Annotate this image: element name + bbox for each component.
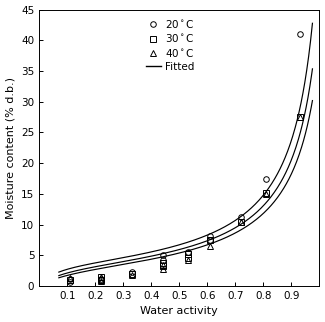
40$^\circ$C xyxy=(298,115,302,119)
40$^\circ$C xyxy=(99,279,103,283)
20$^\circ$C xyxy=(298,32,302,36)
30$^\circ$C xyxy=(239,220,243,223)
30$^\circ$C xyxy=(161,264,164,268)
20$^\circ$C xyxy=(239,215,243,219)
20$^\circ$C xyxy=(161,258,164,262)
Line: 30$^\circ$C: 30$^\circ$C xyxy=(67,114,303,283)
20$^\circ$C xyxy=(208,234,212,238)
20$^\circ$C xyxy=(99,277,103,280)
20$^\circ$C xyxy=(186,250,190,254)
30$^\circ$C xyxy=(68,279,72,282)
20$^\circ$C xyxy=(99,278,103,282)
40$^\circ$C xyxy=(239,220,243,223)
20$^\circ$C xyxy=(68,280,72,284)
30$^\circ$C xyxy=(186,256,190,260)
30$^\circ$C xyxy=(264,191,268,194)
40$^\circ$C xyxy=(186,258,190,262)
40$^\circ$C xyxy=(264,192,268,196)
20$^\circ$C xyxy=(161,253,164,257)
40$^\circ$C xyxy=(68,276,72,280)
Legend: 20$^\circ$C, 30$^\circ$C, 40$^\circ$C, Fitted: 20$^\circ$C, 30$^\circ$C, 40$^\circ$C, F… xyxy=(142,15,198,75)
40$^\circ$C xyxy=(161,263,164,267)
X-axis label: Water activity: Water activity xyxy=(140,307,218,317)
40$^\circ$C xyxy=(208,244,212,248)
30$^\circ$C xyxy=(99,278,103,282)
Y-axis label: Moisture content (% d.b.): Moisture content (% d.b.) xyxy=(6,77,16,219)
20$^\circ$C xyxy=(264,176,268,180)
30$^\circ$C xyxy=(298,115,302,119)
30$^\circ$C xyxy=(161,261,164,265)
Line: 40$^\circ$C: 40$^\circ$C xyxy=(67,114,303,284)
40$^\circ$C xyxy=(99,275,103,279)
20$^\circ$C xyxy=(208,238,212,242)
20$^\circ$C xyxy=(68,277,72,281)
20$^\circ$C xyxy=(130,270,134,274)
30$^\circ$C xyxy=(99,276,103,279)
30$^\circ$C xyxy=(186,252,190,256)
30$^\circ$C xyxy=(208,238,212,242)
40$^\circ$C xyxy=(130,273,134,277)
40$^\circ$C xyxy=(161,267,164,271)
30$^\circ$C xyxy=(130,272,134,276)
Line: 20$^\circ$C: 20$^\circ$C xyxy=(67,31,303,285)
